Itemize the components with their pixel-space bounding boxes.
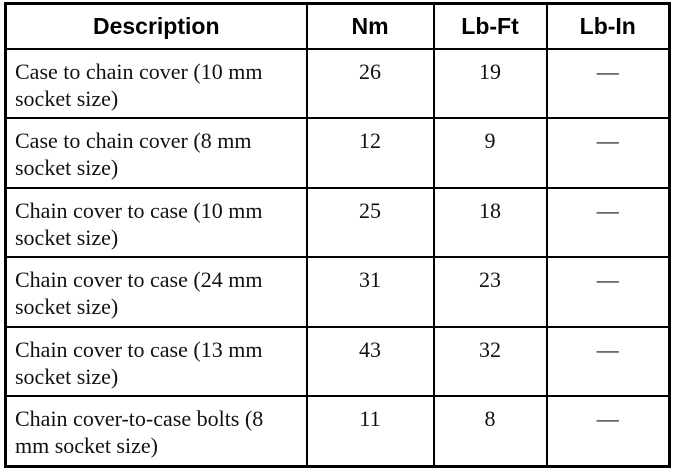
description-cell: Case to chain cover (8 mm socket size)	[4, 117, 308, 189]
torque-table: Description Nm Lb-Ft Lb-In Case to chain co…	[4, 2, 671, 468]
table-body: Case to chain cover (10 mm socket size) 2…	[4, 47, 671, 468]
table-row: Chain cover to case (13 mm socket size) 4…	[4, 325, 671, 398]
column-header: Description	[4, 2, 308, 50]
description-cell: Case to chain cover (10 mm socket size)	[4, 47, 308, 120]
value-cell: 31	[305, 256, 435, 328]
value-cell: 18	[432, 186, 548, 259]
header-row: Description Nm Lb-Ft Lb-In	[4, 2, 671, 50]
value-cell: —	[545, 325, 671, 398]
table-row: Case to chain cover (8 mm socket size) 12…	[4, 117, 671, 189]
value-cell: —	[545, 256, 671, 328]
table-row: Chain cover to case (24 mm socket size) 3…	[4, 256, 671, 328]
value-cell: 23	[432, 256, 548, 328]
value-cell: 11	[305, 395, 435, 468]
table-row: Chain cover to case (10 mm socket size) 2…	[4, 186, 671, 259]
value-cell: —	[545, 117, 671, 189]
value-cell: —	[545, 395, 671, 468]
value-cell: 43	[305, 325, 435, 398]
value-cell: 32	[432, 325, 548, 398]
description-cell: Chain cover to case (13 mm socket size)	[4, 325, 308, 398]
column-header: Lb-Ft	[432, 2, 548, 50]
value-cell: 9	[432, 117, 548, 189]
value-cell: 25	[305, 186, 435, 259]
value-cell: —	[545, 47, 671, 120]
value-cell: 19	[432, 47, 548, 120]
description-cell: Chain cover to case (24 mm socket size)	[4, 256, 308, 328]
value-cell: —	[545, 186, 671, 259]
column-header: Lb-In	[545, 2, 671, 50]
value-cell: 12	[305, 117, 435, 189]
table-row: Chain cover-to-case bolts (8 mm socket s…	[4, 395, 671, 468]
value-cell: 8	[432, 395, 548, 468]
value-cell: 26	[305, 47, 435, 120]
column-header: Nm	[305, 2, 435, 50]
description-cell: Chain cover-to-case bolts (8 mm socket s…	[4, 395, 308, 468]
table-row: Case to chain cover (10 mm socket size) 2…	[4, 47, 671, 120]
description-cell: Chain cover to case (10 mm socket size)	[4, 186, 308, 259]
